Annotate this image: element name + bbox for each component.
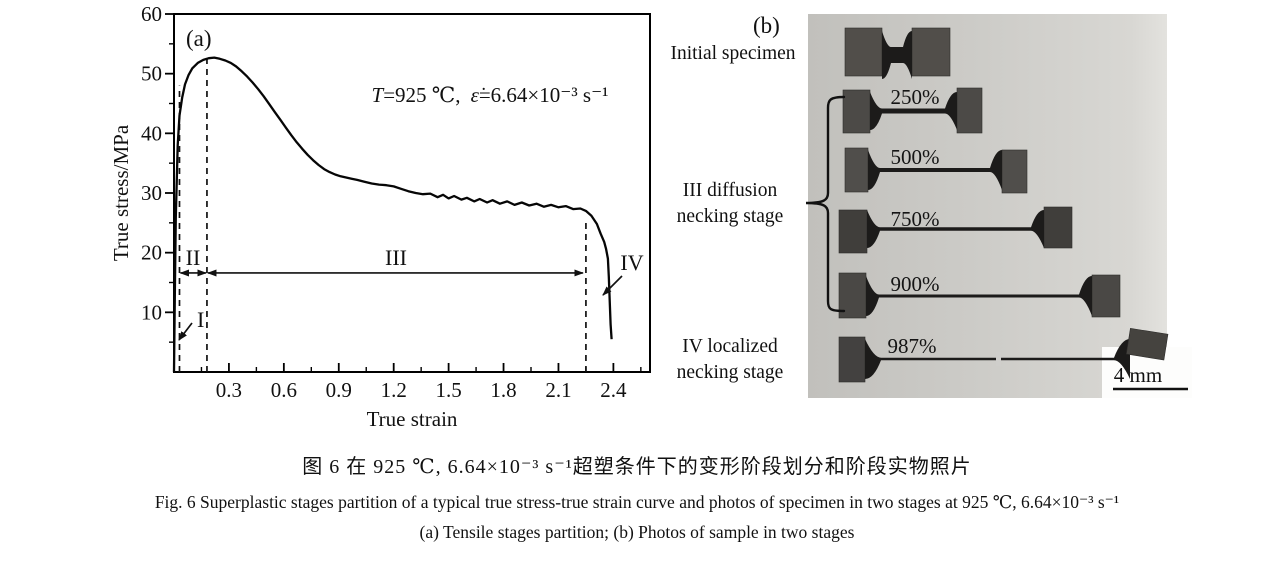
stage-IV-label: IV [620, 250, 643, 275]
x-tick-label: 2.4 [600, 378, 627, 402]
row-label-initial: Initial specimen [670, 43, 795, 64]
specimen-grip [844, 27, 883, 77]
fracture-gap [996, 352, 1001, 366]
panel-b-photos: 250% 500% 750% 900% 987% 4 mm (b) Initial sp… [660, 0, 1274, 430]
stage-II-label: II [186, 245, 201, 270]
panel-b-label: (b) [753, 13, 780, 38]
panel-a-label: (a) [186, 26, 212, 51]
stage-boundary-dashed-lines [178, 55, 587, 372]
figure-captions: 图 6 在 925 ℃, 6.64×10⁻³ s⁻¹超塑条件下的变形阶段划分和阶… [0, 438, 1274, 543]
y-axis-title: True stress/MPa [109, 124, 133, 261]
photo-background [808, 14, 1167, 398]
y-tick-label: 20 [141, 241, 162, 265]
caption-subpanels: (a) Tensile stages partition; (b) Photos… [419, 522, 855, 542]
specimen-initial specimen [844, 27, 951, 79]
y-tick-label: 40 [141, 121, 162, 145]
specimen-gauge [866, 276, 1092, 316]
specimen-elongation 987% (fractured): 987% [838, 334, 1130, 383]
specimen-grip [842, 89, 871, 134]
specimen-elongation 500%: 500% [844, 145, 1028, 194]
x-axis-ticks: 0.3 0.6 0.9 1.2 1.5 1.8 2.1 2.4 [200, 363, 642, 402]
x-tick-label: 0.6 [271, 378, 297, 402]
stage-IV-pointer-arrow [602, 275, 623, 296]
specimen-label: 250% [891, 85, 940, 109]
x-tick-label: 0.3 [216, 378, 242, 402]
specimen-label: 900% [891, 272, 940, 296]
caption-english: Fig. 6 Superplastic stages partition of … [154, 492, 1120, 512]
x-tick-label: 1.5 [435, 378, 461, 402]
x-axis-title: True strain [367, 407, 458, 430]
row-label-stage4-line2: necking stage [677, 362, 784, 383]
specimen-gauge [868, 150, 1002, 190]
specimen-grip [1001, 149, 1028, 194]
specimen-grip [838, 336, 866, 383]
panel-a-chart: 0.3 0.6 0.9 1.2 1.5 1.8 2.1 2.4 10 20 30 40 50 60 (a… [0, 0, 660, 430]
specimen-photo-panel: 250% 500% 750% 900% 987% 4 mm (b) Initial sp… [670, 13, 1192, 398]
stage-III-bracket [805, 95, 846, 313]
stress-strain-curve [172, 56, 613, 373]
stage-I-label: I [197, 307, 204, 332]
caption-chinese: 图 6 在 925 ℃, 6.64×10⁻³ s⁻¹超塑条件下的变形阶段划分和阶… [302, 456, 972, 478]
row-label-stage3-line1: III diffusion [683, 180, 778, 201]
specimen-grip [911, 27, 951, 77]
row-label-stage4-line1: IV localized [682, 336, 778, 357]
specimen-label: 750% [891, 207, 940, 231]
stress-strain-chart: 0.3 0.6 0.9 1.2 1.5 1.8 2.1 2.4 10 20 30 40 50 60 (a… [109, 2, 651, 430]
y-tick-label: 50 [141, 62, 162, 86]
y-axis-ticks: 10 20 30 40 50 60 [141, 2, 174, 343]
specimen-gauge [870, 92, 957, 130]
specimen-elongation 750%: 750% [838, 206, 1073, 254]
scale-bar-label: 4 mm [1114, 363, 1162, 387]
x-tick-label: 1.8 [490, 378, 516, 402]
stage-III-label: III [385, 245, 407, 270]
specimen-grip [956, 87, 983, 134]
x-tick-label: 1.2 [381, 378, 407, 402]
test-condition-annotation: T=925 ℃, ε̇=6.64×10⁻³ s⁻¹ [372, 83, 609, 107]
y-tick-label: 10 [141, 300, 162, 324]
x-tick-label: 0.9 [326, 378, 352, 402]
specimen-gauge [867, 210, 1044, 248]
y-tick-label: 60 [141, 2, 162, 26]
stage-I-pointer-arrow [178, 322, 193, 341]
specimen-elongation 900%: 900% [838, 272, 1121, 319]
specimen-grip [844, 147, 869, 193]
specimen-elongation 250%: 250% [842, 85, 983, 134]
specimens: 250% 500% 750% 900% 987% [838, 27, 1130, 383]
specimen-grip [838, 209, 868, 254]
specimen-987-right-grip [1126, 328, 1169, 361]
specimen-grip [1043, 206, 1073, 249]
x-tick-label: 2.1 [545, 378, 571, 402]
specimen-grip [1091, 274, 1121, 318]
specimen-label: 500% [891, 145, 940, 169]
y-tick-label: 30 [141, 181, 162, 205]
row-label-stage3-line2: necking stage [677, 206, 784, 227]
specimen-gauge [882, 31, 912, 79]
specimen-label: 987% [888, 334, 937, 358]
